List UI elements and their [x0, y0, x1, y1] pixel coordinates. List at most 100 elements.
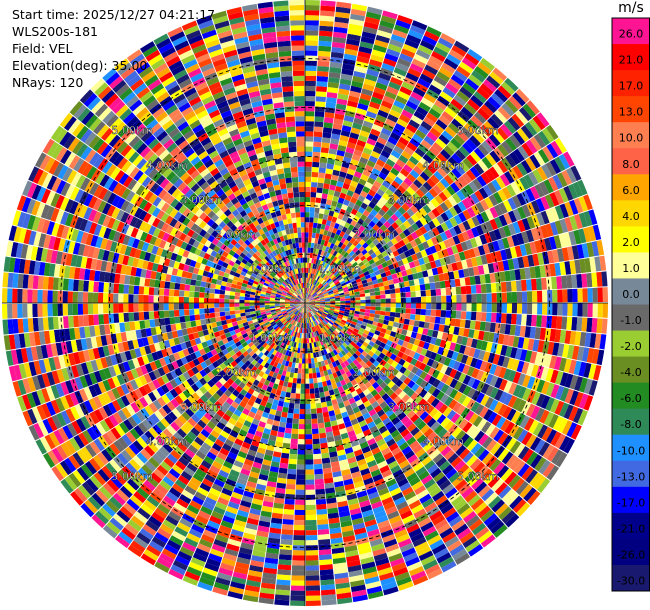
- velocity-cell: [320, 279, 326, 285]
- velocity-cell: [349, 307, 356, 311]
- velocity-cell: [522, 374, 531, 388]
- velocity-cell: [312, 146, 321, 153]
- velocity-cell: [539, 327, 547, 341]
- velocity-cell: [517, 145, 530, 160]
- velocity-cell: [309, 283, 313, 289]
- velocity-cell: [317, 382, 323, 388]
- velocity-cell: [305, 454, 314, 460]
- velocity-cell: [372, 279, 379, 285]
- velocity-cell: [493, 228, 502, 240]
- velocity-cell: [305, 222, 309, 228]
- velocity-cell: [399, 86, 413, 96]
- velocity-cell: [317, 238, 322, 245]
- velocity-cell: [420, 120, 433, 132]
- velocity-cell: [454, 278, 461, 287]
- velocity-cell: [284, 427, 292, 434]
- velocity-cell: [295, 494, 305, 500]
- velocity-cell: [427, 254, 435, 263]
- velocity-cell: [436, 181, 446, 192]
- velocity-cell: [389, 288, 396, 294]
- velocity-cell: [342, 58, 356, 66]
- velocity-cell: [408, 247, 416, 256]
- velocity-cell: [486, 75, 501, 89]
- velocity-cell: [383, 319, 389, 325]
- velocity-cell: [409, 169, 420, 179]
- velocity-cell: [566, 246, 575, 261]
- velocity-cell: [297, 454, 305, 460]
- velocity-cell: [368, 258, 375, 265]
- velocity-cell: [309, 304, 315, 307]
- velocity-cell: [320, 250, 325, 256]
- velocity-cell: [438, 355, 447, 365]
- velocity-cell: [312, 274, 316, 280]
- velocity-cell: [319, 278, 324, 284]
- velocity-cell: [326, 199, 333, 206]
- velocity-cell: [348, 250, 355, 257]
- velocity-cell: [455, 286, 462, 295]
- velocity-cell: [386, 86, 399, 96]
- velocity-cell: [453, 214, 463, 225]
- velocity-cell: [561, 275, 568, 289]
- velocity-cell: [497, 189, 508, 202]
- velocity-cell: [380, 150, 391, 159]
- velocity-cell: [314, 296, 319, 299]
- velocity-cell: [550, 140, 563, 156]
- velocity-cell: [465, 311, 472, 320]
- velocity-cell: [450, 287, 457, 295]
- velocity-cell: [328, 210, 335, 217]
- velocity-cell: [434, 338, 442, 347]
- velocity-cell: [327, 271, 332, 277]
- velocity-cell: [404, 286, 411, 293]
- velocity-cell: [525, 139, 538, 154]
- velocity-cell: [337, 93, 349, 101]
- velocity-cell: [349, 231, 356, 238]
- velocity-cell: [568, 231, 577, 246]
- velocity-cell: [358, 287, 365, 292]
- velocity-cell: [432, 142, 444, 153]
- velocity-cell: [321, 137, 331, 144]
- velocity-cell: [417, 327, 424, 334]
- velocity-cell: [408, 29, 424, 40]
- velocity-cell: [292, 423, 299, 430]
- velocity-cell: [360, 296, 366, 300]
- velocity-cell: [559, 435, 571, 452]
- velocity-cell: [441, 130, 454, 142]
- velocity-cell: [332, 250, 338, 257]
- velocity-cell: [315, 483, 325, 490]
- velocity-cell: [536, 166, 548, 181]
- velocity-cell: [326, 278, 332, 283]
- velocity-cell: [468, 347, 476, 358]
- velocity-cell: [550, 369, 559, 384]
- velocity-cell: [305, 299, 309, 303]
- velocity-cell: [544, 194, 555, 209]
- velocity-cell: [319, 25, 334, 32]
- velocity-cell: [348, 314, 354, 319]
- velocity-cell: [552, 303, 558, 316]
- velocity-cell: [507, 223, 517, 236]
- velocity-cell: [308, 363, 312, 369]
- velocity-cell: [323, 178, 331, 185]
- velocity-cell: [312, 433, 320, 440]
- velocity-cell: [308, 278, 311, 284]
- velocity-cell: [469, 320, 476, 330]
- velocity-cell: [340, 303, 346, 305]
- velocity-cell: [361, 248, 368, 256]
- velocity-cell: [319, 30, 333, 37]
- velocity-cell: [387, 197, 396, 206]
- velocity-cell: [483, 120, 496, 134]
- velocity-cell: [314, 111, 325, 118]
- velocity-cell: [332, 244, 338, 251]
- velocity-cell: [427, 229, 436, 239]
- velocity-cell: [320, 272, 325, 278]
- velocity-cell: [380, 306, 386, 312]
- velocity-cell: [349, 132, 360, 140]
- velocity-cell: [440, 222, 449, 232]
- velocity-cell: [514, 348, 523, 360]
- velocity-cell: [446, 349, 454, 359]
- velocity-cell: [305, 524, 317, 531]
- velocity-cell: [353, 255, 360, 262]
- velocity-cell: [327, 82, 340, 89]
- velocity-cell: [487, 263, 495, 274]
- velocity-cell: [315, 397, 321, 404]
- velocity-cell: [428, 146, 440, 157]
